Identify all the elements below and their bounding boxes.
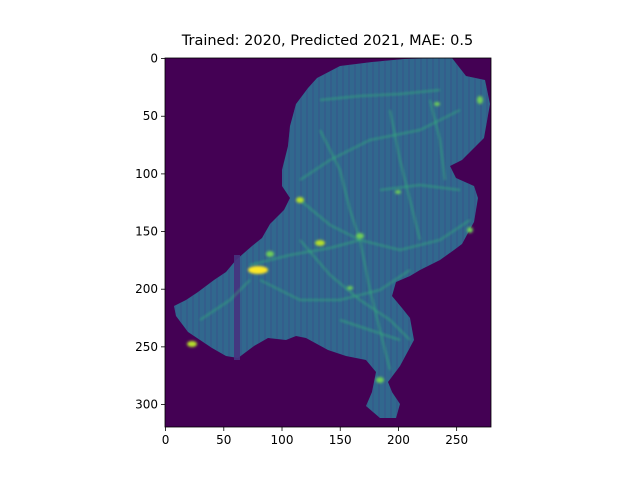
y-tick-label: 100 (135, 167, 158, 181)
x-tick-label: 0 (162, 433, 170, 447)
y-tick-label: 300 (135, 398, 158, 412)
y-tick-label: 150 (135, 225, 158, 239)
x-tick-label: 200 (387, 433, 410, 447)
y-axis: 0 50 100 150 200 250 300 (135, 52, 165, 412)
x-tick-label: 250 (445, 433, 468, 447)
x-axis: 0 50 100 150 200 250 (162, 427, 468, 447)
hotspot-network (199, 89, 471, 371)
y-tick-label: 250 (135, 340, 158, 354)
axes-frame (164, 57, 492, 428)
bright-hotspots (187, 96, 483, 383)
x-tick-label: 50 (216, 433, 231, 447)
chart-title: Trained: 2020, Predicted 2021, MAE: 0.5 (181, 33, 474, 49)
x-tick-label: 100 (271, 433, 294, 447)
y-tick-label: 0 (150, 52, 158, 66)
y-tick-label: 200 (135, 282, 158, 296)
y-tick-label: 50 (143, 109, 158, 123)
artifact-band (234, 255, 240, 360)
stripe-artifacts (174, 58, 490, 418)
x-tick-label: 150 (329, 433, 352, 447)
